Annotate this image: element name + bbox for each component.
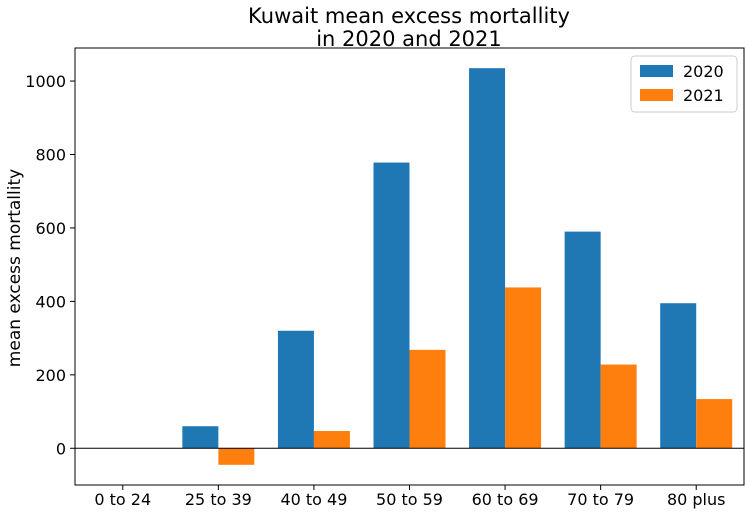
x-tick-label: 0 to 24 — [94, 490, 151, 509]
y-tick-label: 1000 — [25, 72, 66, 91]
x-tick-label: 60 to 69 — [472, 490, 539, 509]
bar-2021-5 — [600, 364, 637, 449]
bar-2020-4 — [469, 68, 506, 449]
bar-2021-2 — [313, 431, 350, 449]
y-tick-label: 400 — [35, 292, 66, 311]
y-tick-label: 600 — [35, 219, 66, 238]
legend-swatch-2020 — [640, 65, 673, 77]
y-tick-label: 0 — [56, 439, 66, 458]
bar-2020-2 — [277, 330, 314, 449]
x-tick-label: 25 to 39 — [185, 490, 252, 509]
legend-swatch-2021 — [640, 89, 673, 101]
bar-2020-5 — [564, 231, 601, 449]
legend-label-2021: 2021 — [683, 86, 724, 105]
bar-2021-1 — [218, 448, 255, 465]
bar-2021-4 — [505, 287, 542, 449]
legend: 2020 2021 — [630, 55, 738, 113]
bar-2020-3 — [373, 162, 410, 449]
bar-2020-6 — [660, 303, 697, 449]
bar-2021-3 — [409, 349, 446, 449]
x-tick-label: 40 to 49 — [280, 490, 347, 509]
chart-title-line-1: Kuwait mean excess mortallity — [248, 4, 570, 28]
y-tick-label: 200 — [35, 366, 66, 385]
x-tick-label: 50 to 59 — [376, 490, 443, 509]
bars-layer — [182, 68, 733, 465]
x-tick-label: 70 to 79 — [567, 490, 634, 509]
axes-layer: 0 200 400 600 800 1000 0 to 24 25 to 39 40 to 49… — [25, 47, 745, 509]
bar-2020-1 — [182, 426, 219, 449]
y-axis-label: mean excess mortallity — [5, 169, 25, 367]
x-tick-label: 80 plus — [667, 490, 726, 509]
legend-label-2020: 2020 — [683, 62, 724, 81]
chart-title-line-2: in 2020 and 2021 — [316, 27, 502, 51]
y-tick-label: 800 — [35, 145, 66, 164]
bar-2021-6 — [696, 399, 733, 449]
